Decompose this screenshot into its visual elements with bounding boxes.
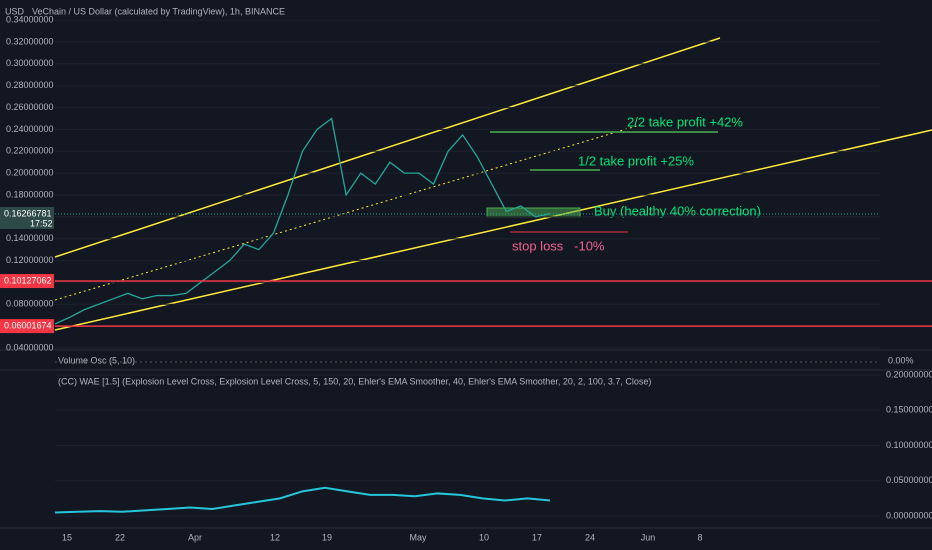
y-tick-label: 0.04000000 (6, 342, 54, 352)
title: VeChain / US Dollar (calculated by Tradi… (32, 6, 285, 16)
annotation: 1/2 take profit +25% (578, 153, 694, 168)
osc-value: 0.00% (888, 355, 914, 365)
y-tick-label: 0.12000000 (6, 255, 54, 265)
y-tick-label: 0.34000000 (6, 15, 54, 25)
current-tag (0, 206, 54, 229)
indicator-label: Volume Osc (5, 10) (58, 355, 135, 365)
channel-upper (54, 37, 721, 258)
y2-tick-label: 0.05000000 (886, 475, 932, 485)
y-tick-label: 0.32000000 (6, 36, 54, 46)
x-tick-label: 15 (62, 532, 72, 542)
y2-tick-label: 0.10000000 (886, 440, 932, 450)
x-tick-label: 12 (270, 532, 280, 542)
y-tick-label: 0.24000000 (6, 124, 54, 134)
level-label: 0.06001674 (4, 320, 52, 330)
annotation: stop loss -10% (512, 238, 605, 253)
x-tick-label: 17 (532, 532, 542, 542)
currency: USD (5, 6, 25, 16)
y-tick-label: 0.14000000 (6, 233, 54, 243)
y2-tick-label: 0.00000000 (886, 510, 932, 520)
annotation: 2/2 take profit +42% (627, 114, 743, 129)
x-tick-label: Jun (641, 532, 656, 542)
current-time: 17:52 (30, 218, 53, 228)
x-tick-label: May (409, 532, 427, 542)
x-tick-label: Apr (188, 532, 202, 542)
y-tick-label: 0.22000000 (6, 146, 54, 156)
y-tick-label: 0.18000000 (6, 189, 54, 199)
level-tag (0, 274, 54, 289)
y-tick-label: 0.28000000 (6, 80, 54, 90)
y-tick-label: 0.30000000 (6, 58, 54, 68)
x-tick-label: 22 (115, 532, 125, 542)
x-tick-label: 8 (697, 532, 702, 542)
channel-mid (54, 124, 641, 301)
current-label: 0.16266781 (4, 208, 52, 218)
price-line (54, 117, 551, 325)
x-tick-label: 19 (322, 532, 332, 542)
annotation: Buy (healthy 40% correction) (594, 203, 761, 218)
y-tick-label: 0.26000000 (6, 102, 54, 112)
x-tick-label: 24 (585, 532, 595, 542)
wae-trend (54, 486, 551, 514)
x-tick-label: 10 (479, 532, 489, 542)
level-tag (0, 319, 54, 334)
indicator-label: (CC) WAE [1.5] (Explosion Level Cross, E… (58, 376, 651, 386)
y-tick-label: 0.08000000 (6, 299, 54, 309)
y-tick-label: 0.20000000 (6, 168, 54, 178)
channel-lower (54, 129, 932, 331)
level-label: 0.10127062 (4, 275, 52, 285)
y2-tick-label: 0.15000000 (886, 405, 932, 415)
y2-tick-label: 0.20000000 (886, 369, 932, 379)
